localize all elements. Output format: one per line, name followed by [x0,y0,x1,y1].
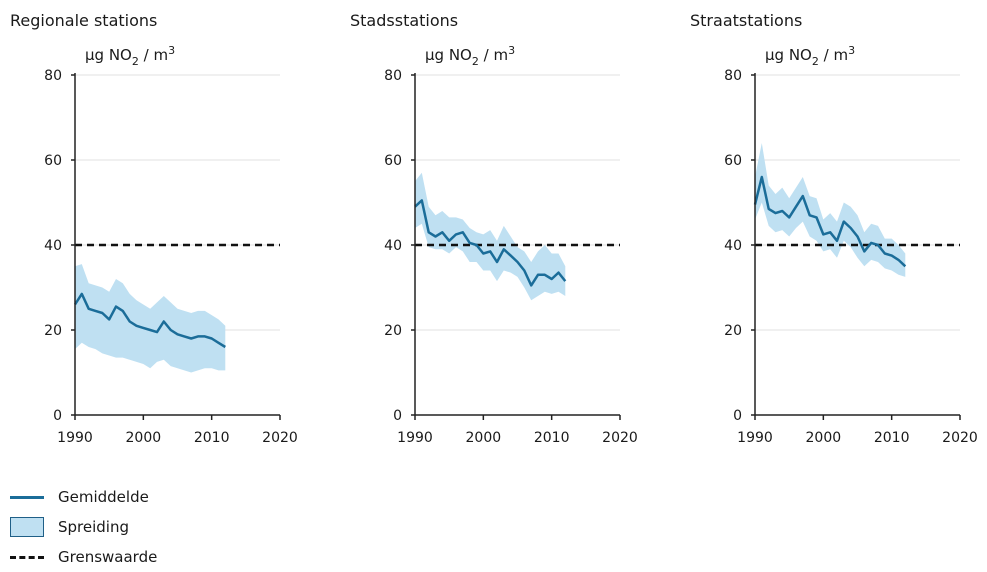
x-tick-label: 2010 [534,430,570,446]
spread-area-swatch [10,517,44,537]
y-tick-label: 80 [384,68,402,84]
y-tick-label: 40 [384,238,402,254]
x-tick-label: 2020 [942,430,978,446]
y-tick-label: 80 [44,68,62,84]
y-axis-label: µg NO2 / m3 [765,44,855,68]
mean-line [753,175,907,268]
spread-band [75,264,226,373]
y-tick-label: 0 [733,408,742,424]
y-axis-label: µg NO2 / m3 [425,44,515,68]
y-tick-label: 60 [384,153,402,169]
legend-item-limit: Grenswaarde [10,542,157,572]
x-tick-label: 2020 [602,430,638,446]
y-tick-label: 0 [53,408,62,424]
y-axis-label: µg NO2 / m3 [85,44,175,68]
x-tick-label: 2010 [194,430,230,446]
y-tick-label: 20 [384,323,402,339]
chart-panel-1: Regionale stations µg NO2 / m3 0 20 40 60 80 19… [10,11,298,446]
chart-panel-3: Straatstations µg NO2 / m3 0 20 40 60 80 1990 20… [690,11,978,446]
legend-item-mean: Gemiddelde [10,482,157,512]
limit-dash-swatch [10,547,44,567]
x-tick-label: 1990 [57,430,93,446]
y-tick-label: 60 [724,153,742,169]
y-tick-label: 40 [724,238,742,254]
y-tick-label: 60 [44,153,62,169]
mean-line [73,292,226,349]
x-tick-label: 2000 [466,430,502,446]
x-tick-label: 1990 [397,430,433,446]
chart-title: Stadsstations [350,11,458,30]
y-tick-label: 80 [724,68,742,84]
x-tick-label: 1990 [737,430,773,446]
legend-mean-label: Gemiddelde [58,488,149,506]
legend-item-spread: Spreiding [10,512,157,542]
spread-band [415,172,566,301]
x-tick-label: 2000 [126,430,162,446]
y-tick-label: 0 [393,408,402,424]
x-tick-label: 2000 [806,430,842,446]
x-tick-label: 2010 [874,430,910,446]
legend: Gemiddelde Spreiding Grenswaarde [10,482,157,572]
y-tick-label: 20 [724,323,742,339]
chart-panel-2: Stadsstations µg NO2 / m3 0 20 40 60 80 1990 200… [350,11,638,446]
chart-title: Regionale stations [10,11,157,30]
mean-line [414,199,567,287]
mean-line-swatch [10,487,44,507]
y-tick-label: 20 [44,323,62,339]
legend-limit-label: Grenswaarde [58,548,158,566]
chart-title: Straatstations [690,11,802,30]
x-tick-label: 2020 [262,430,298,446]
legend-spread-label: Spreiding [58,518,129,536]
y-tick-label: 40 [44,238,62,254]
spread-band [755,143,906,277]
